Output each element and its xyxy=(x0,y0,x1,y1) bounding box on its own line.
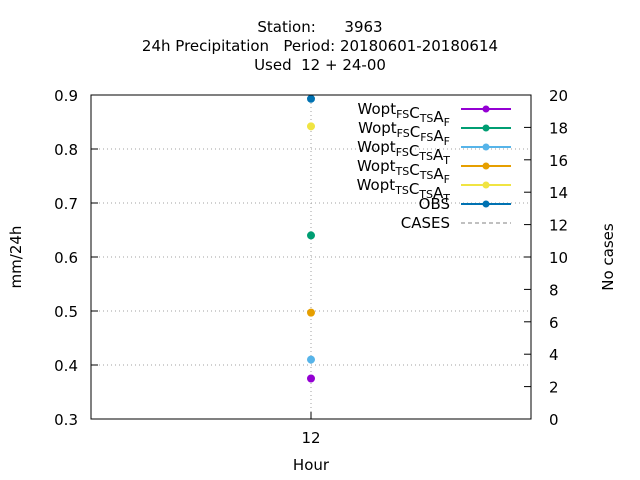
data-point xyxy=(307,122,315,131)
legend-marker xyxy=(482,143,490,151)
chart-title-station: Station: 3963 xyxy=(257,18,383,36)
legend-marker xyxy=(482,124,490,132)
y-axis-label: mm/24h xyxy=(7,226,25,289)
legend-label: WoptTSCTSAF xyxy=(357,157,450,186)
data-point xyxy=(307,308,315,317)
y2-tick-label: 16 xyxy=(549,152,568,170)
legend-label: OBS xyxy=(419,195,450,213)
legend-marker xyxy=(482,181,490,189)
y2-tick-label: 20 xyxy=(549,87,568,105)
y2-tick-label: 8 xyxy=(549,281,559,299)
plot-border xyxy=(90,94,532,420)
y2-tick-label: 10 xyxy=(549,249,568,267)
legend-marker xyxy=(482,105,490,113)
y-tick-label: 0.5 xyxy=(54,303,78,321)
data-point xyxy=(307,94,315,103)
legend-marker xyxy=(482,162,490,170)
y-tick-label: 0.9 xyxy=(54,87,78,105)
data-point xyxy=(307,355,315,364)
y2-tick-label: 0 xyxy=(549,411,559,429)
y2-axis-label: No cases xyxy=(599,223,617,291)
chart-title-used: Used 12 + 24-00 xyxy=(254,56,386,74)
y-tick-label: 0.4 xyxy=(54,357,78,375)
y2-tick-label: 4 xyxy=(549,346,559,364)
legend-label: CASES xyxy=(401,214,450,232)
y2-tick-label: 18 xyxy=(549,119,568,137)
x-tick-label: 12 xyxy=(301,429,320,447)
y-tick-label: 0.8 xyxy=(54,141,78,159)
y2-tick-label: 6 xyxy=(549,314,559,332)
y-tick-label: 0.3 xyxy=(54,411,78,429)
legend-label: WoptFSCFSAF xyxy=(358,119,450,148)
legend-label: WoptFSCTSAF xyxy=(358,100,450,129)
data-point xyxy=(307,374,315,383)
y2-tick-label: 14 xyxy=(549,184,568,202)
legend-label: WoptFSCTSAT xyxy=(357,138,450,167)
y-tick-label: 0.7 xyxy=(54,195,78,213)
x-axis-label: Hour xyxy=(293,456,330,474)
y2-tick-label: 2 xyxy=(549,379,559,397)
chart-title-period: 24h Precipitation Period: 20180601-20180… xyxy=(141,37,499,55)
legend-label: WoptTSCTSAT xyxy=(357,176,451,205)
y2-tick-label: 12 xyxy=(549,217,568,235)
data-point xyxy=(307,231,315,240)
y-tick-label: 0.6 xyxy=(54,249,78,267)
legend-marker xyxy=(482,200,490,208)
